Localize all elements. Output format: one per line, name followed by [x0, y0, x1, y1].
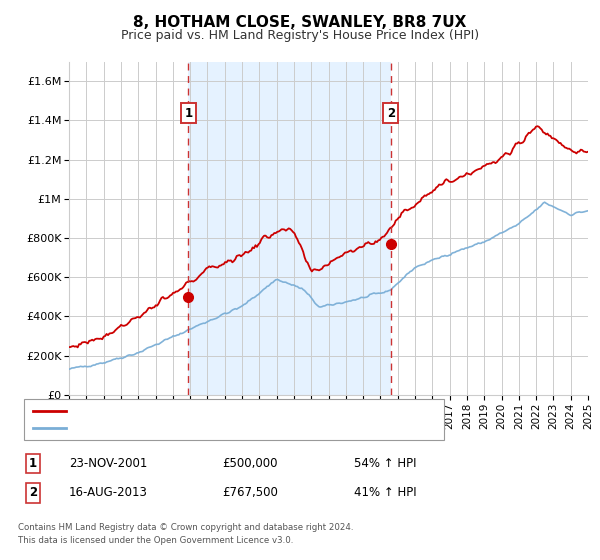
Text: 41% ↑ HPI: 41% ↑ HPI: [354, 486, 416, 500]
Text: £767,500: £767,500: [222, 486, 278, 500]
Text: Contains HM Land Registry data © Crown copyright and database right 2024.: Contains HM Land Registry data © Crown c…: [18, 523, 353, 532]
Text: 1: 1: [184, 107, 193, 120]
Bar: [188, 62, 391, 395]
Text: 54% ↑ HPI: 54% ↑ HPI: [354, 457, 416, 470]
Text: 2: 2: [29, 486, 37, 500]
Text: £500,000: £500,000: [222, 457, 277, 470]
Text: 1: 1: [29, 457, 37, 470]
Text: HPI: Average price, detached house, Sevenoaks: HPI: Average price, detached house, Seve…: [72, 423, 339, 433]
Text: This data is licensed under the Open Government Licence v3.0.: This data is licensed under the Open Gov…: [18, 536, 293, 545]
Text: 2: 2: [387, 107, 395, 120]
Text: 8, HOTHAM CLOSE, SWANLEY, BR8 7UX (detached house): 8, HOTHAM CLOSE, SWANLEY, BR8 7UX (detac…: [72, 405, 394, 416]
Text: 8, HOTHAM CLOSE, SWANLEY, BR8 7UX: 8, HOTHAM CLOSE, SWANLEY, BR8 7UX: [133, 15, 467, 30]
Text: Price paid vs. HM Land Registry's House Price Index (HPI): Price paid vs. HM Land Registry's House …: [121, 29, 479, 42]
Text: 23-NOV-2001: 23-NOV-2001: [69, 457, 148, 470]
Text: 16-AUG-2013: 16-AUG-2013: [69, 486, 148, 500]
